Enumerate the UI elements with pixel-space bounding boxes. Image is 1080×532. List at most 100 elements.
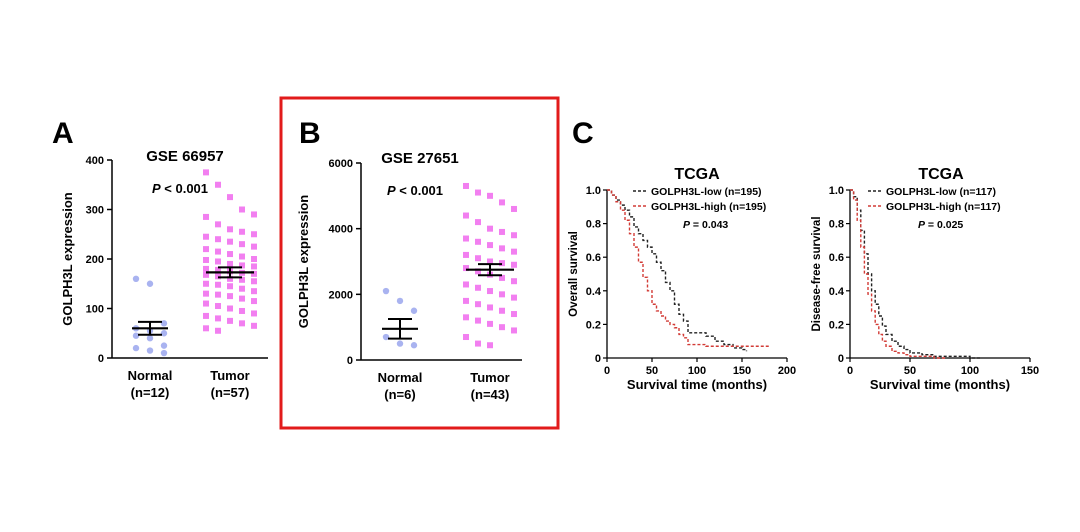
high-expression-curve (850, 189, 946, 359)
normal-point (146, 335, 154, 342)
tumor-point (499, 199, 505, 206)
tumor-point (215, 236, 221, 243)
tumor-point (475, 340, 481, 347)
y-tick-label: 0 (595, 353, 601, 365)
y-tick-label: 100 (86, 304, 104, 316)
low-expression-curve (850, 189, 982, 359)
tumor-point (227, 226, 233, 233)
chart-gse27651: 0 2000 4000 6000 GOLPH3L expression GSE 27651… (296, 150, 522, 402)
normal-point (396, 340, 404, 347)
tumor-point (511, 248, 517, 255)
panel-letter-a: A (52, 117, 74, 150)
category-label: Normal (128, 368, 173, 383)
tumor-point (475, 268, 481, 275)
chart-title: TCGA (674, 166, 720, 183)
y-tick-label: 0.6 (829, 252, 844, 264)
y-tick-label: 4000 (329, 224, 353, 236)
legend-entry: GOLPH3L-high (n=195) (651, 201, 766, 213)
chart-title: GSE 27651 (381, 150, 459, 167)
tumor-point (251, 211, 257, 218)
tumor-point (227, 317, 233, 324)
tumor-point (203, 325, 209, 332)
category-n-label: (n=57) (211, 385, 250, 400)
category-label: Tumor (470, 370, 509, 385)
tumor-point (203, 290, 209, 297)
tumor-point (227, 238, 233, 245)
y-tick-label: 0 (347, 355, 353, 367)
tumor-point (215, 327, 221, 334)
tumor-point (239, 307, 245, 314)
tumor-point (203, 300, 209, 307)
tumor-point (511, 327, 517, 334)
y-tick-label: 300 (86, 205, 104, 217)
p-value: P = 0.025 (918, 219, 963, 231)
tumor-point (511, 261, 517, 268)
tumor-point (463, 334, 469, 341)
tumor-point (239, 253, 245, 260)
tumor-point (463, 182, 469, 189)
x-tick-label: 0 (604, 365, 610, 377)
normal-point (160, 349, 168, 357)
tumor-point (475, 238, 481, 245)
tumor-point (511, 278, 517, 285)
x-tick-label: 0 (847, 365, 853, 377)
category-label: Normal (378, 370, 423, 385)
y-tick-label: 0.2 (829, 319, 844, 331)
tumor-point (239, 295, 245, 302)
tumor-point (463, 251, 469, 258)
tumor-point (251, 298, 257, 305)
tumor-point (227, 275, 233, 282)
normal-point (410, 342, 418, 349)
tumor-point (463, 235, 469, 242)
normal-point (160, 342, 168, 349)
tumor-point (487, 242, 493, 249)
y-tick-label: 0.8 (829, 219, 844, 231)
category-label: Tumor (210, 368, 249, 383)
y-tick-label: 1.0 (829, 185, 844, 197)
chart-gse66957: 0 100 200 300 400 GOLPH3L expression GSE 66957… (60, 148, 268, 400)
high-expression-curve (607, 189, 769, 347)
tumor-point (215, 248, 221, 255)
tumor-point (203, 246, 209, 253)
tumor-point (215, 281, 221, 288)
chart-title: TCGA (918, 166, 964, 183)
x-tick-label: 100 (688, 365, 706, 377)
tumor-point (203, 265, 209, 272)
tumor-point (239, 262, 245, 269)
y-tick-label: 0.6 (586, 252, 601, 264)
tumor-point (239, 206, 245, 213)
tumor-point (475, 189, 481, 196)
category-n-label: (n=43) (471, 387, 510, 402)
p-value: P = 0.043 (683, 219, 728, 231)
tumor-point (215, 181, 221, 188)
tumor-point (511, 205, 517, 212)
tumor-point (463, 265, 469, 272)
y-tick-label: 0.8 (586, 219, 601, 231)
tumor-point (475, 317, 481, 324)
tumor-point (227, 194, 233, 201)
tumor-point (215, 291, 221, 298)
tumor-point (215, 221, 221, 228)
tumor-point (475, 284, 481, 291)
x-tick-label: 50 (646, 365, 658, 377)
tumor-point (251, 256, 257, 262)
x-tick-label: 150 (1021, 365, 1039, 377)
highlight-box-panel-b (279, 96, 560, 430)
tumor-point (251, 270, 257, 277)
chart-tcga-overall-survival: 0 0.2 0.4 0.6 0.8 1.0 0 50 100 150 200 Survival tim… (568, 166, 796, 392)
tumor-point (203, 312, 209, 319)
y-tick-label: 400 (86, 155, 104, 167)
tumor-point (203, 213, 209, 220)
y-tick-label: 200 (86, 254, 104, 266)
normal-point (132, 275, 140, 282)
y-tick-label: 0 (98, 353, 104, 365)
tumor-point (203, 271, 209, 278)
tumor-point (239, 228, 245, 235)
tumor-point (251, 263, 257, 270)
tumor-point (203, 280, 209, 287)
tumor-point (487, 225, 493, 232)
tumor-point (203, 169, 209, 176)
tumor-point (215, 266, 221, 273)
tumor-point (215, 303, 221, 310)
